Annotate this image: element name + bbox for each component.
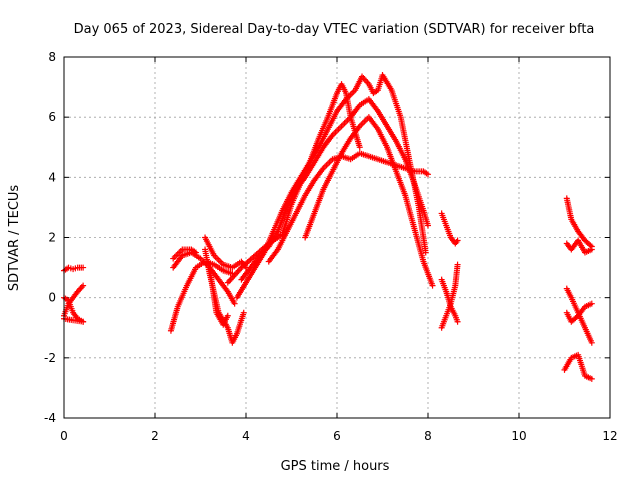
series-arc-c2 (438, 276, 461, 325)
y-tick-label: -4 (44, 411, 56, 425)
data-point (80, 282, 87, 289)
y-tick-label: -2 (44, 351, 56, 365)
y-tick-label: 4 (48, 170, 56, 184)
y-tick-labels: -4 -2 0 2 4 6 8 (44, 50, 56, 425)
series-arc-d2 (563, 237, 595, 256)
x-tick-labels: 0 2 4 6 8 10 12 (60, 429, 617, 443)
data-point (80, 264, 87, 271)
x-tick-label: 8 (424, 429, 432, 443)
series-arc-c3 (438, 261, 461, 331)
data-point (422, 249, 429, 256)
x-tick-label: 0 (60, 429, 68, 443)
data-point (425, 222, 431, 229)
series-arc-b1 (167, 258, 236, 334)
y-tick-label: 6 (48, 110, 56, 124)
data-point (425, 171, 431, 178)
y-tick-label: 0 (48, 291, 56, 305)
y-tick-label: 8 (48, 50, 56, 64)
data-point (588, 339, 595, 346)
data-point (192, 249, 199, 256)
data-point (356, 144, 363, 151)
data-point (240, 309, 247, 316)
x-tick-label: 2 (151, 429, 159, 443)
y-tick-label: 2 (48, 231, 56, 245)
series-arc-d4 (563, 300, 595, 325)
series-arc-d1 (563, 195, 595, 250)
series-rise-5 (302, 114, 436, 289)
data-point (454, 318, 461, 325)
x-tick-label: 4 (242, 429, 250, 443)
series-arc-d5 (561, 351, 595, 382)
x-tick-label: 6 (333, 429, 341, 443)
data-point (454, 261, 461, 268)
series-arc-b4 (202, 234, 249, 271)
series-rise-3 (224, 81, 363, 286)
x-axis-label: GPS time / hours (281, 459, 390, 474)
data-point (429, 282, 436, 289)
grid (64, 57, 610, 418)
series-arc-d3 (563, 285, 595, 346)
series-arc-b3 (170, 246, 199, 262)
data-point (454, 237, 461, 244)
series-arc-a1 (61, 264, 87, 274)
chart-title: Day 065 of 2023, Sidereal Day-to-day VTE… (74, 22, 595, 37)
data-point (231, 300, 238, 307)
data-point (588, 375, 595, 382)
x-tick-label: 10 (511, 429, 526, 443)
data-point (80, 318, 87, 325)
y-axis-label: SDTVAR / TECUs (7, 185, 22, 292)
data-point (588, 300, 595, 307)
series-arc-c1 (438, 210, 461, 247)
data-point (588, 246, 595, 253)
data-series (61, 72, 595, 382)
x-tick-label: 12 (602, 429, 617, 443)
plot-frame (63, 56, 611, 419)
series-arc-b6 (206, 264, 231, 328)
data-point (224, 312, 231, 319)
